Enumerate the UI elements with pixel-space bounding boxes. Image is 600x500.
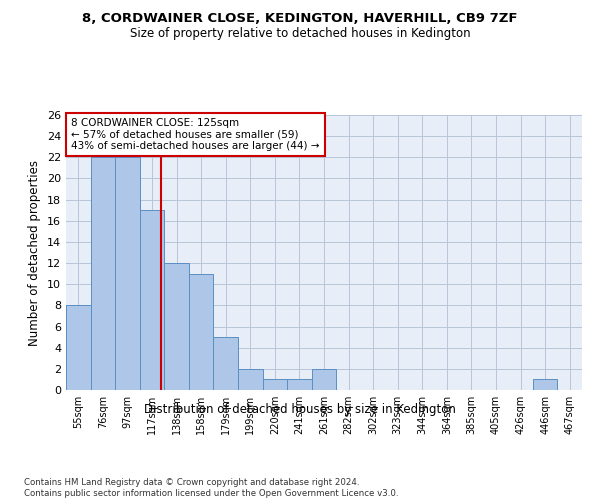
Y-axis label: Number of detached properties: Number of detached properties <box>28 160 41 346</box>
Bar <box>312 369 336 390</box>
Text: Contains HM Land Registry data © Crown copyright and database right 2024.
Contai: Contains HM Land Registry data © Crown c… <box>24 478 398 498</box>
Bar <box>287 380 312 390</box>
Bar <box>115 158 140 390</box>
Bar <box>164 263 189 390</box>
Bar <box>214 337 238 390</box>
Bar <box>533 380 557 390</box>
Bar <box>66 306 91 390</box>
Bar <box>263 380 287 390</box>
Text: 8, CORDWAINER CLOSE, KEDINGTON, HAVERHILL, CB9 7ZF: 8, CORDWAINER CLOSE, KEDINGTON, HAVERHIL… <box>82 12 518 26</box>
Bar <box>140 210 164 390</box>
Bar <box>238 369 263 390</box>
Text: Distribution of detached houses by size in Kedington: Distribution of detached houses by size … <box>144 402 456 415</box>
Bar <box>189 274 214 390</box>
Bar <box>91 158 115 390</box>
Text: Size of property relative to detached houses in Kedington: Size of property relative to detached ho… <box>130 28 470 40</box>
Text: 8 CORDWAINER CLOSE: 125sqm
← 57% of detached houses are smaller (59)
43% of semi: 8 CORDWAINER CLOSE: 125sqm ← 57% of deta… <box>71 118 320 151</box>
